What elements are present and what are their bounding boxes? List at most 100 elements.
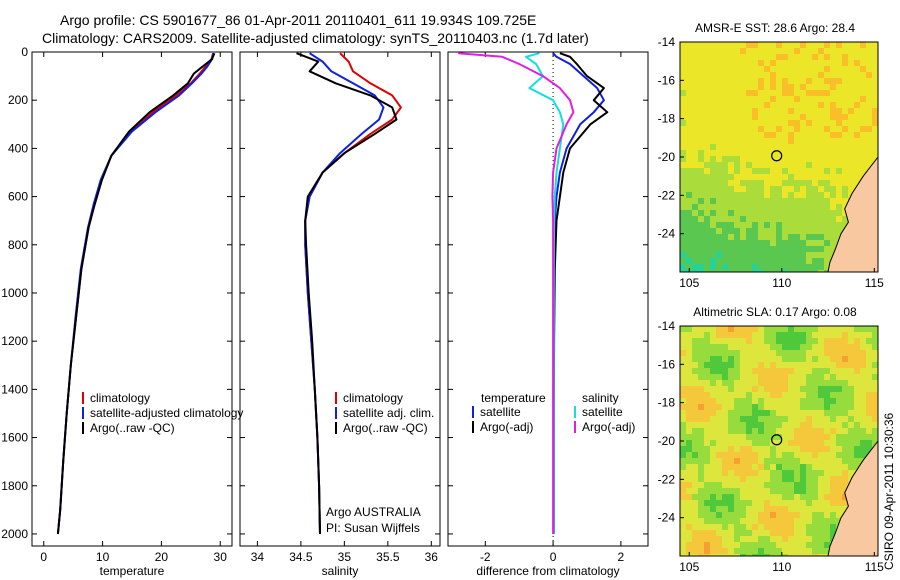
heatmap-cell bbox=[722, 168, 728, 174]
heatmap-cell bbox=[680, 78, 686, 84]
heatmap-cell bbox=[836, 386, 842, 392]
heatmap-cell bbox=[812, 416, 818, 422]
heatmap-cell bbox=[722, 434, 728, 440]
heatmap-cell bbox=[752, 512, 758, 518]
heatmap-cell bbox=[824, 434, 830, 440]
heatmap-cell bbox=[764, 446, 770, 452]
heatmap-cell bbox=[716, 362, 722, 368]
heatmap-cell bbox=[692, 132, 698, 138]
heatmap-cell bbox=[704, 150, 710, 156]
heatmap-cell bbox=[746, 350, 752, 356]
heatmap-cell bbox=[788, 96, 794, 102]
heatmap-cell bbox=[788, 102, 794, 108]
heatmap-cell bbox=[830, 494, 836, 500]
heatmap-cell bbox=[692, 192, 698, 198]
heatmap-cell bbox=[824, 440, 830, 446]
heatmap-cell bbox=[800, 548, 806, 554]
heatmap-cell bbox=[776, 234, 782, 240]
heatmap-cell bbox=[848, 150, 854, 156]
heatmap-cell bbox=[704, 198, 710, 204]
heatmap-cell bbox=[806, 168, 812, 174]
heatmap-cell bbox=[842, 434, 848, 440]
heatmap-cell bbox=[818, 350, 824, 356]
y-tick-label: 1600 bbox=[1, 431, 28, 445]
heatmap-cell bbox=[806, 554, 812, 556]
heatmap-cell bbox=[836, 332, 842, 338]
heatmap-cell bbox=[680, 494, 686, 500]
heatmap-cell bbox=[692, 368, 698, 374]
heatmap-cell bbox=[704, 548, 710, 554]
heatmap-cell bbox=[680, 204, 686, 210]
heatmap-cell bbox=[866, 344, 872, 350]
heatmap-cell bbox=[692, 530, 698, 536]
heatmap-cell bbox=[740, 380, 746, 386]
heatmap-cell bbox=[842, 410, 848, 416]
legend-header: salinity bbox=[582, 391, 619, 405]
heatmap-cell bbox=[758, 240, 764, 246]
heatmap-cell bbox=[836, 344, 842, 350]
heatmap-cell bbox=[806, 356, 812, 362]
heatmap-cell bbox=[758, 464, 764, 470]
heatmap-cell bbox=[794, 368, 800, 374]
heatmap-cell bbox=[728, 410, 734, 416]
heatmap-cell bbox=[698, 102, 704, 108]
heatmap-cell bbox=[788, 150, 794, 156]
heatmap-cell bbox=[860, 60, 866, 66]
heatmap-cell bbox=[836, 192, 842, 198]
heatmap-cell bbox=[710, 326, 716, 332]
heatmap-cell bbox=[704, 386, 710, 392]
heatmap-cell bbox=[788, 422, 794, 428]
heatmap-cell bbox=[836, 96, 842, 102]
heatmap-cell bbox=[728, 222, 734, 228]
heatmap-cell bbox=[800, 222, 806, 228]
heatmap-cell bbox=[782, 518, 788, 524]
heatmap-cell bbox=[836, 368, 842, 374]
heatmap-cell bbox=[794, 270, 800, 272]
heatmap-cell bbox=[740, 66, 746, 72]
heatmap-cell bbox=[770, 494, 776, 500]
heatmap-cell bbox=[800, 168, 806, 174]
heatmap-cell bbox=[746, 246, 752, 252]
heatmap-cell bbox=[842, 452, 848, 458]
heatmap-cell bbox=[866, 326, 872, 332]
heatmap-cell bbox=[758, 374, 764, 380]
heatmap-cell bbox=[770, 350, 776, 356]
heatmap-cell bbox=[866, 446, 872, 452]
heatmap-cell bbox=[764, 102, 770, 108]
heatmap-cell bbox=[812, 270, 818, 272]
owner-label: Argo AUSTRALIA bbox=[326, 505, 421, 519]
heatmap-cell bbox=[764, 500, 770, 506]
y-tick-label: 1000 bbox=[1, 286, 28, 300]
heatmap-cell bbox=[680, 518, 686, 524]
heatmap-cell bbox=[728, 506, 734, 512]
heatmap-cell bbox=[710, 270, 716, 272]
heatmap-cell bbox=[812, 210, 818, 216]
heatmap-cell bbox=[698, 368, 704, 374]
heatmap-cell bbox=[704, 126, 710, 132]
heatmap-cell bbox=[824, 482, 830, 488]
heatmap-cell bbox=[734, 54, 740, 60]
heatmap-cell bbox=[806, 234, 812, 240]
heatmap-cell bbox=[836, 398, 842, 404]
heatmap-cell bbox=[770, 258, 776, 264]
heatmap-cell bbox=[680, 66, 686, 72]
heatmap-cell bbox=[842, 440, 848, 446]
heatmap-cell bbox=[788, 404, 794, 410]
heatmap-cell bbox=[710, 174, 716, 180]
heatmap-cell bbox=[686, 350, 692, 356]
heatmap-cell bbox=[698, 386, 704, 392]
heatmap-cell bbox=[698, 108, 704, 114]
heatmap-cell bbox=[860, 356, 866, 362]
heatmap-cell bbox=[752, 114, 758, 120]
heatmap-cell bbox=[698, 258, 704, 264]
heatmap-cell bbox=[722, 162, 728, 168]
heatmap-cell bbox=[830, 416, 836, 422]
heatmap-cell bbox=[836, 410, 842, 416]
heatmap-cell bbox=[680, 216, 686, 222]
heatmap-cell bbox=[716, 204, 722, 210]
heatmap-cell bbox=[692, 440, 698, 446]
heatmap-cell bbox=[824, 210, 830, 216]
heatmap-cell bbox=[776, 368, 782, 374]
heatmap-cell bbox=[704, 240, 710, 246]
heatmap-cell bbox=[770, 518, 776, 524]
